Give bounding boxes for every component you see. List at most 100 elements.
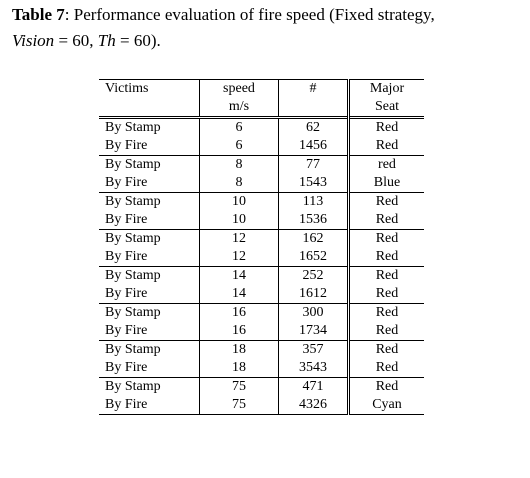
cell-speed: 75	[199, 396, 279, 415]
cell-victims: By Stamp	[105, 120, 161, 135]
cell-speed: 10	[199, 211, 279, 230]
table-row: By Stamp 16 300 Red	[99, 303, 424, 322]
table-row: By Stamp 8 77 red	[99, 155, 424, 174]
cell-speed: 14	[199, 266, 279, 285]
results-table: Victims speed m/s # Major Seat By Stamp 6 62…	[99, 79, 424, 415]
table-row: By Stamp 75 471 Red	[99, 377, 424, 396]
cell-count: 3543	[278, 359, 349, 378]
cell-count: 1543	[278, 174, 349, 193]
cell-count: 4326	[278, 396, 349, 415]
cell-speed: 6	[199, 137, 279, 156]
cell-victims: By Fire	[105, 360, 148, 375]
cell-count: 471	[278, 377, 349, 396]
table-row: By Stamp 12 162 Red	[99, 229, 424, 248]
cell-victims: By Fire	[105, 323, 148, 338]
header-count-label: #	[309, 81, 317, 96]
cell-major-seat: Red	[347, 248, 424, 267]
header-speed: speed m/s	[199, 79, 279, 118]
cell-victims: By Stamp	[105, 157, 161, 172]
header-count: #	[278, 79, 349, 118]
cell-count: 300	[278, 303, 349, 322]
cell-victims: By Stamp	[105, 305, 161, 320]
table-caption: Table 7: Performance evaluation of fire …	[12, 2, 522, 54]
caption-vision-variable: Vision	[12, 31, 55, 50]
cell-count: 162	[278, 229, 349, 248]
cell-major-seat: Red	[347, 340, 424, 359]
table-row: By Stamp 10 113 Red	[99, 192, 424, 211]
cell-major-seat: Red	[347, 322, 424, 341]
cell-victims: By Fire	[105, 138, 148, 153]
cell-count: 77	[278, 155, 349, 174]
cell-speed: 75	[199, 377, 279, 396]
cell-victims: By Stamp	[105, 194, 161, 209]
cell-major-seat: Cyan	[347, 396, 424, 415]
header-victims: Victims	[99, 80, 200, 118]
cell-count: 357	[278, 340, 349, 359]
cell-speed: 18	[199, 340, 279, 359]
cell-speed: 14	[199, 285, 279, 304]
caption-text: : Performance evaluation of fire speed (…	[64, 5, 435, 24]
cell-victims: By Fire	[105, 249, 148, 264]
cell-major-seat: Red	[347, 359, 424, 378]
caption-label: Table 7	[12, 5, 65, 24]
cell-speed: 12	[199, 248, 279, 267]
table-row: By Fire 12 1652 Red	[99, 248, 424, 267]
cell-major-seat: Red	[347, 117, 424, 137]
cell-count: 252	[278, 266, 349, 285]
cell-count: 1652	[278, 248, 349, 267]
cell-major-seat: Red	[347, 192, 424, 211]
cell-count: 113	[278, 192, 349, 211]
table-row: By Stamp 18 357 Red	[99, 340, 424, 359]
header-row: Victims speed m/s # Major Seat	[99, 79, 424, 118]
table-row: By Fire 14 1612 Red	[99, 285, 424, 304]
header-seat-line1: Major	[369, 81, 405, 96]
cell-major-seat: Red	[347, 303, 424, 322]
table-row: By Fire 18 3543 Red	[99, 359, 424, 378]
table-body: By Stamp 6 62 Red By Fire 6 1456 Red By Stamp 8 77…	[99, 117, 424, 415]
cell-victims: By Fire	[105, 286, 148, 301]
header-victims-label: Victims	[105, 81, 149, 96]
table-row: By Stamp 6 62 Red	[99, 117, 424, 137]
table-row: By Fire 16 1734 Red	[99, 322, 424, 341]
cell-victims: By Stamp	[105, 342, 161, 357]
table-header: Victims speed m/s # Major Seat	[99, 79, 424, 118]
cell-major-seat: Red	[347, 211, 424, 230]
cell-speed: 18	[199, 359, 279, 378]
header-speed-label: speed	[223, 81, 255, 96]
cell-major-seat: Red	[347, 285, 424, 304]
cell-victims: By Stamp	[105, 231, 161, 246]
cell-speed: 12	[199, 229, 279, 248]
table-row: By Stamp 14 252 Red	[99, 266, 424, 285]
table-row: By Fire 6 1456 Red	[99, 137, 424, 156]
header-seat-line2: Seat	[374, 99, 400, 114]
header-speed-unit: m/s	[228, 99, 250, 114]
table-row: By Fire 8 1543 Blue	[99, 174, 424, 193]
cell-major-seat: Blue	[347, 174, 424, 193]
cell-victims: By Stamp	[105, 379, 161, 394]
cell-speed: 16	[199, 303, 279, 322]
cell-count: 1612	[278, 285, 349, 304]
cell-speed: 16	[199, 322, 279, 341]
cell-count: 1456	[278, 137, 349, 156]
cell-count: 1536	[278, 211, 349, 230]
caption-vision-value: = 60,	[54, 31, 98, 50]
cell-major-seat: red	[347, 155, 424, 174]
cell-speed: 8	[199, 155, 279, 174]
cell-speed: 6	[199, 117, 279, 137]
header-major-seat: Major Seat	[347, 79, 424, 118]
cell-victims: By Fire	[105, 212, 148, 227]
cell-count: 62	[278, 117, 349, 137]
cell-major-seat: Red	[347, 377, 424, 396]
caption-th-variable: Th	[97, 31, 116, 50]
cell-major-seat: Red	[347, 266, 424, 285]
cell-victims: By Stamp	[105, 268, 161, 283]
cell-victims: By Fire	[105, 175, 148, 190]
table-row: By Fire 10 1536 Red	[99, 211, 424, 230]
cell-speed: 10	[199, 192, 279, 211]
cell-speed: 8	[199, 174, 279, 193]
cell-major-seat: Red	[347, 229, 424, 248]
caption-th-value: = 60).	[115, 31, 161, 50]
cell-major-seat: Red	[347, 137, 424, 156]
cell-count: 1734	[278, 322, 349, 341]
cell-victims: By Fire	[105, 397, 148, 412]
